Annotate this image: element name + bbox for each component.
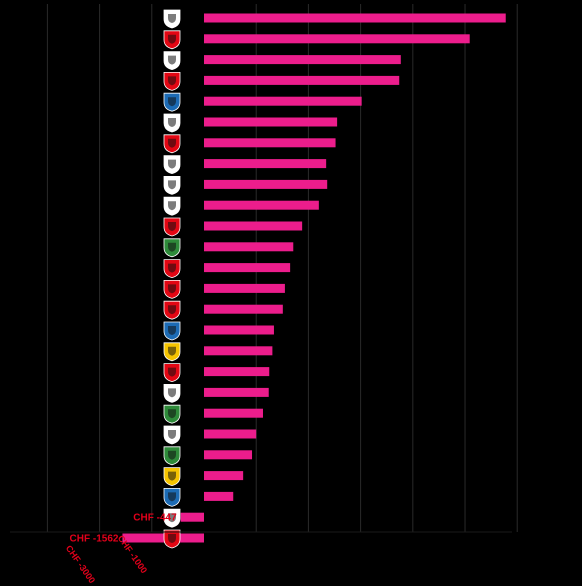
bar (204, 55, 401, 65)
bar (204, 408, 263, 418)
jura-crest-icon (163, 280, 181, 299)
bar (204, 242, 294, 252)
solothurn-crest-icon (163, 259, 181, 279)
lucerne-crest-icon (163, 321, 181, 341)
bar (204, 34, 470, 44)
bar (204, 263, 291, 273)
glarus-crest-icon (163, 363, 181, 383)
bar (204, 75, 400, 85)
value-label: CHF -447 (133, 513, 177, 524)
graubuenden-crest-icon (163, 384, 181, 403)
thurgau-crest-icon (163, 238, 181, 258)
basel-crest-icon (163, 113, 181, 133)
basel-stadt-crest-icon (163, 425, 181, 445)
bar (204, 13, 506, 23)
bar (204, 304, 283, 314)
bar (204, 159, 327, 169)
bar (204, 429, 257, 439)
appenzell-crest-icon (163, 72, 181, 91)
bar (204, 179, 328, 189)
value-labels: CHF -447 CHF -1562 (70, 513, 178, 545)
zurich-crest-icon (163, 92, 181, 112)
bar (204, 387, 269, 397)
bar (204, 367, 270, 377)
bern-crest-icon (163, 30, 181, 50)
value-label: CHF -1562 (70, 534, 119, 545)
bar (204, 221, 303, 231)
bar (204, 96, 362, 106)
bar (204, 283, 285, 293)
valais-crest-icon (163, 300, 181, 320)
bar (204, 346, 273, 356)
bar (180, 512, 204, 522)
zug-crest-icon (163, 488, 181, 507)
schaffhausen-crest-icon (163, 51, 181, 71)
nidwalden-crest-icon (163, 217, 181, 237)
bar (204, 325, 274, 335)
neuchatel-crest-icon (163, 446, 181, 466)
bar (204, 200, 319, 210)
appenzell-ar-crest-icon (163, 176, 181, 195)
gridlines (46, 4, 518, 532)
fribourg-crest-icon (163, 155, 181, 175)
ticino-crest-icon (163, 529, 181, 549)
geneva-crest-icon (163, 9, 181, 29)
bar (204, 491, 234, 501)
schaffhausen-2-crest-icon (163, 467, 181, 487)
bar (122, 533, 204, 543)
crest-icons (163, 9, 181, 549)
aargau-crest-icon (163, 508, 181, 528)
schwyz-crest-icon (163, 134, 181, 154)
bar (204, 471, 244, 481)
st-gallen-crest-icon (163, 404, 181, 424)
bars (122, 13, 506, 543)
obwalden-crest-icon (163, 196, 181, 216)
bar (204, 117, 338, 127)
bar (204, 138, 336, 148)
bar (204, 450, 253, 460)
uri-crest-icon (163, 342, 181, 362)
